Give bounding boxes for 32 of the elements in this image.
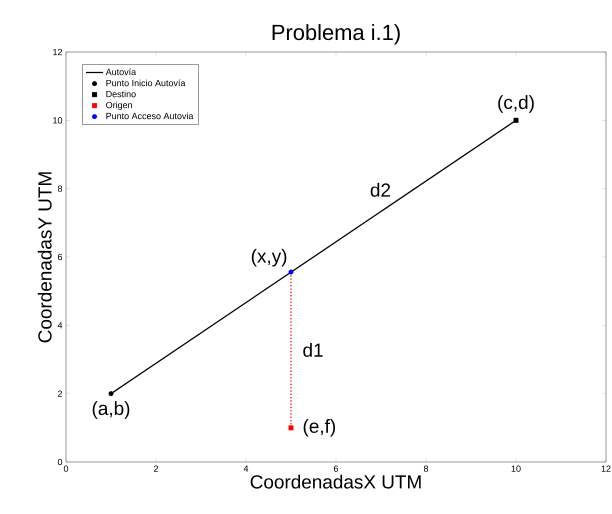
x-tick-label: 6 bbox=[334, 466, 338, 472]
legend-label: Destino bbox=[106, 90, 136, 98]
y-tick-label: 12 bbox=[53, 48, 62, 56]
x-tick-label: 8 bbox=[424, 466, 428, 472]
point bbox=[288, 270, 294, 275]
y-tick-label: 0 bbox=[58, 458, 62, 466]
x-tick-label: 0 bbox=[64, 466, 68, 472]
y-tick-label: 6 bbox=[58, 254, 62, 260]
y-axis-title: CoordenadasY UTM bbox=[38, 172, 52, 342]
y-tick-label: 8 bbox=[58, 185, 62, 192]
x-tick-label: 10 bbox=[512, 466, 521, 472]
x-tick-label: 4 bbox=[244, 466, 248, 472]
point bbox=[288, 425, 294, 430]
y-tick-label: 10 bbox=[53, 117, 62, 124]
y-tick-label: 2 bbox=[58, 390, 62, 397]
chart-title: Problema i.1) bbox=[272, 24, 400, 44]
annotation: (c,d) bbox=[498, 95, 534, 113]
point bbox=[108, 391, 114, 396]
legend-label: Autovía bbox=[106, 68, 136, 76]
legend-label: Punto Inicio Autovía bbox=[106, 80, 186, 86]
annotation: d2 bbox=[370, 182, 390, 197]
annotation: (x,y) bbox=[252, 248, 286, 267]
point bbox=[514, 118, 518, 123]
legend-label: Punto Acceso Autovia bbox=[106, 112, 194, 120]
annotation: d1 bbox=[303, 342, 323, 357]
annotation: (e,f) bbox=[304, 419, 335, 437]
x-tick-label: 12 bbox=[602, 466, 611, 472]
legend-label: Origen bbox=[106, 102, 132, 110]
x-axis-title: CoordenadasX UTM bbox=[250, 474, 421, 489]
y-tick-label: 4 bbox=[58, 322, 62, 328]
annotation: (a,b) bbox=[92, 401, 130, 419]
x-tick-label: 2 bbox=[154, 466, 158, 472]
